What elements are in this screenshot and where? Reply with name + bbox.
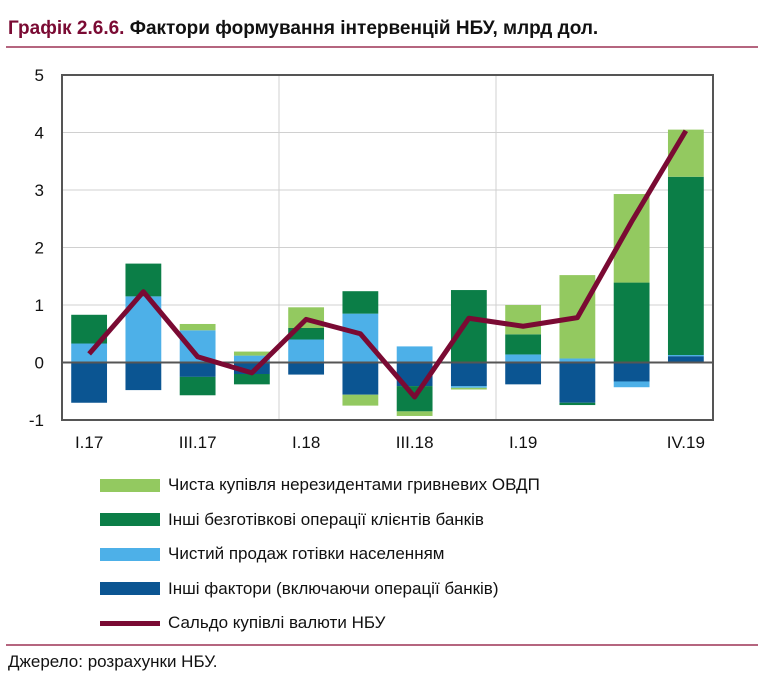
legend-swatch: [100, 620, 160, 626]
figure-title-text: Фактори формування інтервенцій НБУ, млрд…: [124, 18, 599, 39]
bar-segment: [233, 351, 270, 356]
bar-segment: [613, 282, 650, 363]
legend-item: Чиста купівля нерезидентами гривневих ОВ…: [100, 473, 540, 497]
legend-swatch: [100, 582, 160, 595]
bar-segment: [450, 362, 487, 387]
bar-segment: [613, 194, 650, 283]
x-tick-label: I.17: [75, 433, 103, 452]
bar-segment: [233, 374, 270, 385]
source-rule: [6, 644, 758, 646]
x-tick-label: I.19: [509, 433, 537, 452]
x-tick-label: I.18: [292, 433, 320, 452]
bar-segment: [667, 176, 704, 356]
legend-item: Інші безготівкові операції клієнтів банк…: [100, 508, 484, 532]
bar-segment: [613, 381, 650, 388]
bar-segment: [71, 362, 108, 403]
bar-segment: [179, 362, 216, 377]
bar-segment: [179, 323, 216, 331]
bar-segment: [288, 339, 325, 363]
legend-item: Інші фактори (включаючи операції банків): [100, 577, 499, 601]
source-note: Джерело: розрахунки НБУ.: [8, 652, 218, 671]
y-tick-label: -1: [29, 411, 44, 430]
x-tick-label: IV.19: [667, 433, 705, 452]
legend-item: Сальдо купівлі валюти НБУ: [100, 611, 385, 635]
legend-label: Інші безготівкові операції клієнтів банк…: [168, 509, 484, 529]
bar-segment: [667, 355, 704, 357]
bar-segment: [396, 411, 433, 416]
bar-segment: [288, 328, 325, 340]
bar-segment: [559, 358, 596, 363]
bar-segment: [559, 402, 596, 406]
y-tick-label: 1: [35, 296, 44, 315]
legend-swatch: [100, 547, 160, 561]
x-tick-label: III.17: [179, 433, 217, 452]
legend-label: Сальдо купівлі валюти НБУ: [168, 613, 386, 632]
legend-label: Інші фактори (включаючи операції банків): [168, 578, 499, 598]
y-tick-label: 4: [35, 124, 44, 143]
bar-segment: [613, 362, 650, 382]
bar-segment: [450, 386, 487, 388]
bar-segment: [396, 346, 433, 363]
y-tick-label: 0: [35, 354, 44, 373]
bar-segment: [559, 362, 596, 403]
bar-segment: [450, 387, 487, 390]
plot-frame: [61, 74, 714, 421]
bar-segment: [450, 290, 487, 363]
bar-segment: [233, 362, 270, 374]
legend-label: Чиста купівля нерезидентами гривневих ОВ…: [168, 475, 540, 494]
bar-segment: [505, 334, 542, 355]
legend-label: Чистий продаж готівки населенням: [168, 544, 445, 563]
bar-segment: [505, 305, 542, 335]
bar-segment: [342, 291, 379, 314]
figure-number: Графік 2.6.6.: [8, 18, 125, 39]
y-tick-label: 5: [35, 66, 44, 85]
chart-title: Графік 2.6.6. Фактори формування інтерве…: [8, 18, 598, 40]
title-rule: [6, 46, 758, 48]
bar-segment: [288, 362, 325, 375]
y-tick-label: 3: [35, 181, 44, 200]
legend-swatch: [100, 478, 160, 492]
bar-segment: [342, 394, 379, 406]
bar-segment: [125, 362, 162, 391]
bar-segment: [233, 355, 270, 363]
x-tick-label: III.18: [396, 433, 434, 452]
bar-segment: [505, 354, 542, 363]
bar-segment: [342, 362, 379, 395]
legend-swatch: [100, 513, 160, 526]
legend-item: Чистий продаж готівки населенням: [100, 542, 444, 566]
y-tick-label: 2: [35, 239, 44, 258]
bar-segment: [342, 313, 379, 363]
bar-segment: [505, 362, 542, 385]
line-series: [87, 129, 689, 400]
bar-segment: [667, 356, 704, 363]
bar-segment: [179, 376, 216, 396]
